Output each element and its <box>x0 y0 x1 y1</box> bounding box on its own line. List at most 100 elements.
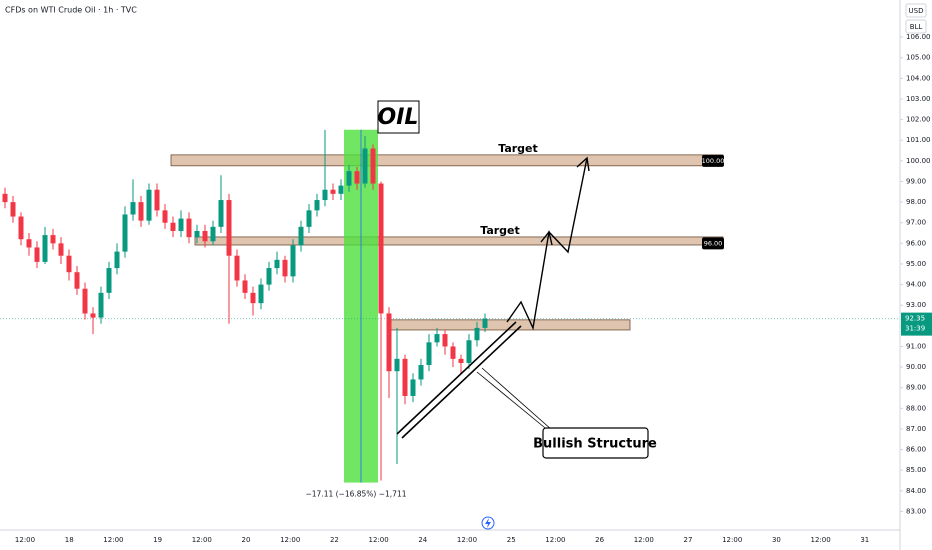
zone-label: Target <box>498 142 538 155</box>
candle-body <box>50 235 56 244</box>
candle-body <box>2 193 8 203</box>
candle-body <box>154 189 160 211</box>
candle-body <box>218 200 224 227</box>
y-tick-label: 100.00 <box>906 157 931 165</box>
candle-body <box>90 313 96 318</box>
candle-body <box>466 340 472 363</box>
candle-body <box>338 185 344 194</box>
candle-body <box>274 259 280 269</box>
y-tick-label: 85.00 <box>906 466 926 474</box>
x-tick-label: 12:00 <box>545 536 565 544</box>
last-price-tag <box>901 312 932 336</box>
y-tick-label: 96.00 <box>906 239 926 247</box>
candle-body <box>170 222 176 231</box>
candle-body <box>234 255 240 281</box>
projection-path <box>506 157 588 331</box>
candle-body <box>10 202 16 217</box>
candle-body <box>42 235 48 262</box>
candle-body <box>26 239 32 248</box>
x-tick-label: 12:00 <box>811 536 831 544</box>
candle-body <box>290 245 296 277</box>
y-tick-label: 88.00 <box>906 404 926 412</box>
candle-body <box>482 318 488 328</box>
arrow-head <box>576 156 590 172</box>
y-tick-label: 104.00 <box>906 74 931 82</box>
currency-box[interactable] <box>905 3 927 18</box>
candle-body <box>386 313 392 372</box>
candle-body <box>474 327 480 341</box>
candle-body <box>210 226 216 242</box>
y-tick-label: 90.00 <box>906 363 926 371</box>
x-tick-label: 20 <box>242 536 251 544</box>
candle-body <box>18 216 24 240</box>
y-tick-label: 101.00 <box>906 136 931 144</box>
price-zone <box>194 236 724 246</box>
y-tick-label: 99.00 <box>906 177 926 185</box>
candle-body <box>450 346 456 359</box>
x-tick-label: 18 <box>65 536 74 544</box>
y-tick-label: 84.00 <box>906 487 926 495</box>
price-tag <box>702 154 724 167</box>
candle-body <box>242 280 248 293</box>
y-tick-label: 86.00 <box>906 446 926 454</box>
candle-body <box>82 288 88 314</box>
candle-body <box>354 171 360 184</box>
arrow-head <box>540 230 553 246</box>
candle-body <box>138 202 144 221</box>
candle-body <box>330 189 336 194</box>
x-tick-label: 25 <box>507 536 516 544</box>
callout-line <box>476 371 551 433</box>
price-tag-label: 100.00 <box>702 157 725 165</box>
unit-box[interactable] <box>905 19 927 34</box>
callout-line <box>481 367 553 431</box>
x-tick-label: 12:00 <box>192 536 212 544</box>
candle-body <box>226 200 232 256</box>
chart-title: CFDs on WTI Crude Oil · 1h · TVC <box>5 6 137 15</box>
x-tick-label: 31 <box>860 536 869 544</box>
candle-body <box>98 292 104 318</box>
oil-title: OIL <box>378 105 419 130</box>
candle-body <box>402 358 408 396</box>
candle-body <box>426 342 432 366</box>
candle-body <box>282 259 288 277</box>
last-price-label: 92.35 <box>905 315 925 323</box>
x-tick-label: 26 <box>595 536 604 544</box>
unit[interactable]: BLL <box>910 23 923 31</box>
y-tick-label: 91.00 <box>906 342 926 350</box>
x-tick-label: 12:00 <box>103 536 123 544</box>
currency[interactable]: USD <box>909 7 924 15</box>
y-tick-label: 83.00 <box>906 507 926 515</box>
y-tick-label: 102.00 <box>906 116 931 124</box>
x-tick-label: 27 <box>684 536 693 544</box>
candle-body <box>66 255 72 273</box>
candle-body <box>130 202 136 215</box>
candle-body <box>322 189 328 201</box>
measure-label: −17.11 (−16.85%) −1,711 <box>305 490 406 499</box>
lightning <box>485 518 491 528</box>
x-tick-label: 24 <box>418 536 427 544</box>
candle-body <box>314 200 320 211</box>
candle-body <box>178 218 184 231</box>
candle-body <box>194 230 200 238</box>
price-tag-label: 96.00 <box>704 239 723 247</box>
candle-body <box>458 358 464 363</box>
y-tick-label: 87.00 <box>906 425 926 433</box>
candle-body <box>258 284 264 304</box>
x-tick-label: 12:00 <box>15 536 35 544</box>
trend-line <box>401 325 522 439</box>
candle-body <box>434 334 440 343</box>
candle-body <box>362 148 368 184</box>
candle-body <box>58 243 64 256</box>
candle-body <box>442 334 448 347</box>
countdown-label: 31:39 <box>905 325 925 333</box>
y-tick-label: 105.00 <box>906 54 931 62</box>
y-tick-label: 93.00 <box>906 301 926 309</box>
x-tick-label: 12:00 <box>457 536 477 544</box>
zone-label: Target <box>480 224 520 237</box>
candle-body <box>106 268 112 293</box>
x-tick-label: 22 <box>330 536 339 544</box>
x-tick-label: 12:00 <box>369 536 389 544</box>
candle-body <box>114 251 120 269</box>
